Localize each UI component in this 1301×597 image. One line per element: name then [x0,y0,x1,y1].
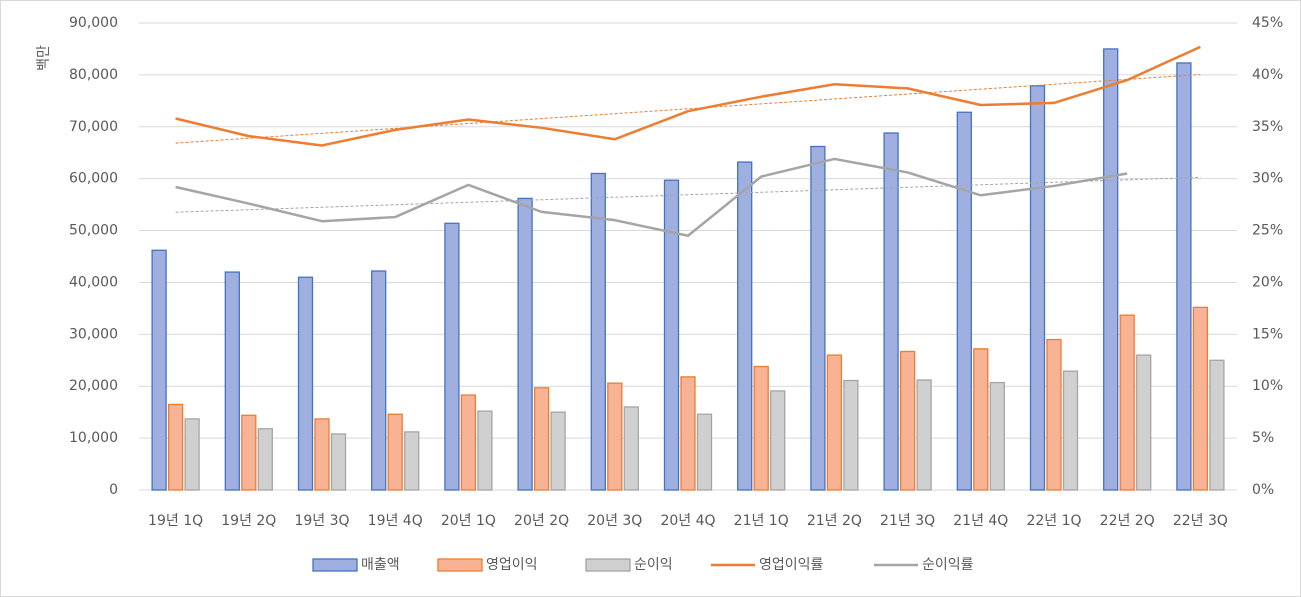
x-tick-label: 20년 4Q [660,513,715,529]
bar [916,379,932,491]
legend-swatch [312,558,358,572]
y2-tick-label: 35% [1252,119,1283,135]
bar [151,249,167,491]
y2-tick-label: 10% [1252,378,1283,394]
x-tick-label: 19년 1Q [148,513,203,529]
bar [973,348,989,491]
legend-label: 순이익률 [922,557,974,573]
bar [883,132,899,491]
x-tick-label: 20년 1Q [441,513,496,529]
bar [826,354,843,491]
bar [607,382,623,491]
legend-swatch [585,558,631,572]
x-tick-label: 19년 4Q [368,513,423,529]
y2-tick-label: 30% [1252,171,1283,187]
y-tick-label: 30,000 [69,326,118,342]
bar [737,161,753,491]
bar [184,418,200,491]
bar [663,179,680,491]
bar [1136,354,1152,491]
bar [590,172,606,491]
bar [680,376,696,491]
bar [1119,314,1135,491]
y2-tick-label: 40% [1252,67,1283,83]
bar [1062,370,1079,491]
x-tick-label: 22년 2Q [1100,513,1155,529]
bar [696,413,713,491]
bar [753,365,769,491]
bar [517,197,533,491]
x-tick-label: 19년 2Q [221,513,276,529]
legend-label: 매출액 [361,557,400,573]
bar [550,411,566,491]
legend-label: 순이익 [634,557,673,573]
bar [224,271,240,491]
y-tick-label: 50,000 [69,223,118,239]
x-tick-label: 20년 3Q [587,513,642,529]
y-tick-label: 20,000 [69,378,118,394]
x-tick-label: 22년 1Q [1026,513,1081,529]
y-tick-label: 80,000 [69,67,118,83]
y2-tick-label: 5% [1252,430,1274,446]
bar [899,350,916,491]
legend-label: 영업이익 [486,557,538,573]
legend-label: 영업이익률 [759,557,824,573]
y-tick-label: 90,000 [69,15,118,31]
bar [257,428,273,491]
bar [1029,85,1046,491]
bar [1209,359,1225,491]
bar [460,394,477,491]
legend-swatch [437,558,483,572]
y2-tick-label: 25% [1252,223,1283,239]
bar [1192,306,1209,491]
bar [843,379,859,491]
y-tick-label: 60,000 [69,171,118,187]
bar [241,414,257,491]
y-tick-label: 40,000 [69,274,118,290]
bar [167,403,184,491]
y-tick-label: 70,000 [69,119,118,135]
y-axis-label: 백만 [36,45,52,71]
bar [1176,62,1192,491]
bar [623,406,639,491]
bar [297,276,314,491]
trendline [175,176,1201,213]
y-tick-label: 0 [109,482,118,498]
x-tick-label: 20년 2Q [514,513,569,529]
x-tick-label: 21년 2Q [807,513,862,529]
bar [404,431,420,491]
bar [330,433,347,491]
line [175,45,1201,147]
bar [387,413,403,491]
y2-tick-label: 45% [1252,15,1283,31]
y2-tick-label: 15% [1252,326,1283,342]
bar [810,145,826,491]
x-tick-label: 21년 4Q [953,513,1008,529]
bar [956,111,972,491]
bar [314,418,330,491]
y-tick-label: 10,000 [69,430,118,446]
y2-tick-label: 0% [1252,482,1274,498]
x-tick-label: 19년 3Q [294,513,349,529]
bar [770,390,786,491]
line [175,157,1128,237]
bar [989,381,1005,491]
bar [371,270,387,491]
trendline [175,73,1201,144]
x-tick-label: 21년 3Q [880,513,935,529]
x-tick-label: 21년 1Q [734,513,789,529]
bar [1046,338,1062,491]
bar [477,410,493,491]
bar [444,222,460,491]
y2-tick-label: 20% [1252,274,1283,290]
bar [533,387,550,491]
bar [1103,48,1119,491]
x-tick-label: 22년 3Q [1173,513,1228,529]
